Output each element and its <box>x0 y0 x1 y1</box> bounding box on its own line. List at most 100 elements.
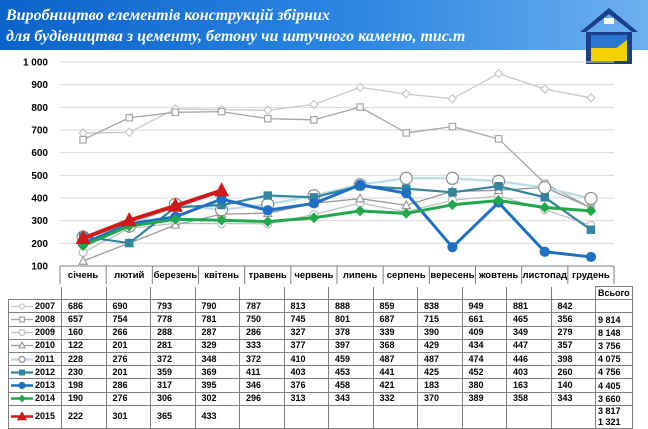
x-category-label: жовтень <box>478 270 519 281</box>
table-cell: 190 <box>61 391 107 406</box>
table-corner <box>9 287 62 300</box>
table-header-row: Всього <box>9 285 633 301</box>
data-point-2007 <box>262 105 273 116</box>
table-header-cell <box>105 286 151 301</box>
table-year-cell: 2014 <box>8 391 62 406</box>
data-point-2013 <box>401 188 412 199</box>
table-cell: 228 <box>61 351 107 367</box>
data-point-2008 <box>356 103 364 111</box>
table-header-cell <box>461 286 507 301</box>
table-cell: 433 <box>194 404 240 429</box>
table-cell: 329 <box>194 338 240 353</box>
table-cell: 421 <box>372 378 418 393</box>
data-point-2012 <box>586 225 596 234</box>
table-row: 2011 228 276 372 348 372 410 459 487 487 474 446 398… <box>8 351 633 367</box>
table-cell <box>328 404 374 429</box>
table-cell: 287 <box>194 325 240 340</box>
data-point-2014 <box>400 208 412 219</box>
table-cell <box>417 404 463 429</box>
data-point-2014 <box>539 202 551 213</box>
table-header-cell <box>194 286 240 301</box>
series-2008 <box>79 103 595 212</box>
data-point-2010 <box>355 192 366 203</box>
data-point-2010 <box>78 255 89 265</box>
table-cell <box>372 404 418 429</box>
series-line-2013 <box>82 183 592 259</box>
header-banner: Виробництво елементів конструкцій збірни… <box>0 0 648 50</box>
table-cell: 359 <box>150 365 196 380</box>
table-cell: 356 <box>550 312 596 327</box>
series-line-2012 <box>82 184 592 245</box>
y-tick-label: 500 <box>31 171 48 182</box>
table-cell: 266 <box>105 325 151 340</box>
table-cell: 198 <box>61 378 107 393</box>
table-cell: 317 <box>150 378 196 393</box>
table-cell: 446 <box>506 351 552 367</box>
table-cell: 140 <box>550 378 596 393</box>
data-point-2013 <box>585 251 597 263</box>
title-line-1: Виробництво елементів конструкцій збірни… <box>6 7 330 24</box>
table-year-cell: 2007 <box>8 299 62 314</box>
data-point-2014 <box>447 199 458 211</box>
y-tick-label: 100 <box>31 262 48 273</box>
table-cell: 230 <box>61 365 107 380</box>
table-cell: 949 <box>461 299 507 314</box>
table-cell: 349 <box>506 325 552 340</box>
table-cell: 409 <box>461 325 507 340</box>
extra-total: 1 321 <box>598 416 621 427</box>
table-cell: 487 <box>417 351 463 367</box>
table-header-cell <box>372 286 418 301</box>
legend-symbol <box>18 394 26 403</box>
data-point-2014 <box>216 214 227 226</box>
table-cell: 260 <box>550 365 596 380</box>
data-point-2012 <box>540 193 549 202</box>
table-cell: 279 <box>550 325 596 340</box>
table-total-cell <box>595 299 633 314</box>
table-cell: 458 <box>328 378 374 393</box>
y-tick-label: 700 <box>31 126 48 137</box>
data-point-2008 <box>125 113 134 122</box>
series-line-2011 <box>82 177 592 239</box>
table-cell: 838 <box>417 299 463 314</box>
data-point-2007 <box>124 127 135 138</box>
legend-marker-2010 <box>11 341 33 349</box>
series-line-2009 <box>82 195 592 253</box>
data-point-2008 <box>402 129 411 137</box>
table-year-label: 2008 <box>35 313 56 324</box>
table-year-label: 2015 <box>35 411 56 422</box>
table-header-cell <box>417 286 463 301</box>
y-tick-label: 300 <box>31 216 48 227</box>
legend-symbol <box>18 381 26 390</box>
legend-marker-2015 <box>11 412 33 421</box>
table-cell: 183 <box>417 378 463 393</box>
table-cell: 343 <box>328 391 374 406</box>
table-cell: 376 <box>283 378 329 393</box>
table-cell: 301 <box>105 404 151 429</box>
data-point-2011 <box>399 171 413 185</box>
table-row: 2013 198 286 317 395 346 376 458 421 183 380 163 140… <box>8 378 633 393</box>
table-cell: 357 <box>550 338 596 353</box>
table-header-cell <box>328 286 374 301</box>
table-cell <box>461 404 507 429</box>
table-cell: 343 <box>550 391 596 406</box>
table-cell: 389 <box>461 391 507 406</box>
y-tick-label: 400 <box>31 194 48 205</box>
table-cell: 745 <box>283 312 329 327</box>
table-cell: 222 <box>61 404 107 429</box>
data-point-2014 <box>493 195 504 206</box>
x-category-label: липень <box>343 270 378 281</box>
series-2007 <box>78 68 596 139</box>
table-cell: 201 <box>105 365 151 380</box>
table-total-cell: 3 756 <box>595 338 633 353</box>
table-row: 2014 190 276 306 302 296 313 343 332 370 389 358 343… <box>8 391 633 406</box>
table-cell: 657 <box>61 312 107 327</box>
x-category-label: січень <box>68 270 98 281</box>
x-category-label: грудень <box>572 270 610 281</box>
table-cell: 881 <box>506 299 552 314</box>
data-point-2007 <box>586 92 596 103</box>
table-cell: 306 <box>150 391 196 406</box>
data-point-2007 <box>539 84 550 94</box>
data-point-2008 <box>448 122 457 131</box>
table-cell: 358 <box>506 391 552 406</box>
table-cell: 397 <box>328 338 374 353</box>
